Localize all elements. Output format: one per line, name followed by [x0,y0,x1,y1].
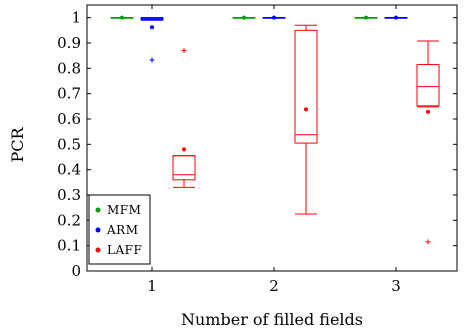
box-arm-1 [140,17,164,63]
plot-area [110,15,440,245]
y-tick-label: 0.6 [57,110,81,128]
y-tick-label: 0.9 [57,34,81,52]
y-axis-label: PCR [8,127,27,163]
mean-point [364,15,368,20]
box-mfm-3 [354,15,378,20]
y-tick-label: 0.7 [57,85,81,103]
y-tick-label: 1 [71,9,81,27]
y-tick-label: 0.5 [57,135,81,153]
y-tick-label: 0.4 [57,161,81,179]
x-tick-label: 2 [269,277,279,295]
legend-label-laff: LAFF [107,243,142,257]
legend-marker-arm [95,227,101,233]
y-tick-label: 0.3 [57,186,81,204]
box-laff-1 [172,48,196,188]
legend: MFM ARM LAFF [88,194,151,265]
legend-marker-laff [95,247,101,253]
mean-point [394,15,398,20]
box-arm-3 [384,15,408,20]
x-axis: 1 2 3 [147,5,401,295]
box-mfm-2 [232,15,256,20]
box-laff-3 [416,40,440,245]
y-tick-label: 0.8 [57,59,81,77]
mean-point [242,15,246,20]
mean-point [120,15,124,20]
mean-point [182,147,186,152]
legend-marker-mfm [95,207,101,213]
box-laff-2 [294,24,318,215]
box-body [416,64,440,107]
legend-label-arm: ARM [106,223,139,237]
mean-point [426,109,430,114]
box-body [294,29,318,144]
box-mfm-1 [110,15,134,20]
plot-frame [86,4,458,272]
x-tick-label: 1 [147,277,157,295]
y-axis: 0 0.1 0.2 0.3 0.4 0.5 0.6 0.7 0.8 0.9 1 [57,9,457,280]
legend-label-mfm: MFM [107,203,141,217]
box-body [172,155,196,181]
y-tick-label: 0.2 [57,211,81,229]
y-tick-label: 0.1 [57,237,81,255]
x-tick-label: 3 [391,277,401,295]
mean-point [304,107,308,112]
x-axis-label: Number of filled fields [181,310,363,329]
mean-point [272,15,276,20]
mean-point [150,25,154,30]
y-tick-label: 0 [71,262,81,280]
box-arm-2 [262,15,286,20]
